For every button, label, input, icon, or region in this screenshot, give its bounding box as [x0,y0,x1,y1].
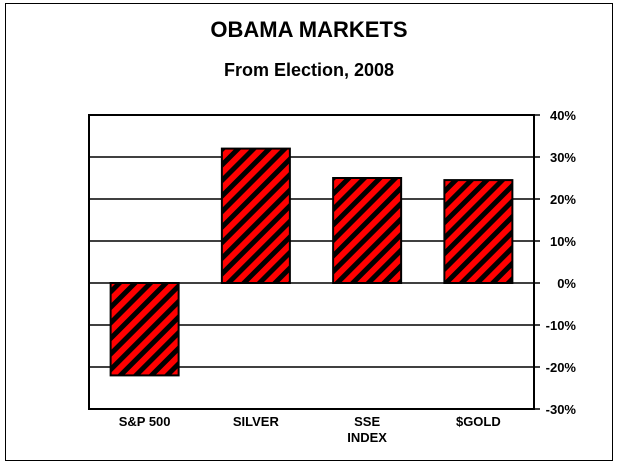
y-tick-label: 40% [550,108,576,123]
y-tick-label: 20% [550,192,576,207]
chart-subtitle: From Election, 2008 [224,60,394,80]
y-tick-label: -10% [546,318,577,333]
x-tick-label: INDEX [347,430,387,445]
bar [332,177,403,284]
x-tick-label: SILVER [233,414,280,429]
chart-frame: OBAMA MARKETS From Election, 2008 40% 30%… [5,3,613,461]
y-tick-label: -30% [546,402,577,417]
chart-title: OBAMA MARKETS [210,17,407,42]
bar [443,179,514,285]
bar-chart: OBAMA MARKETS From Election, 2008 40% 30%… [88,17,576,445]
y-tick-label: 0% [557,276,576,291]
bar [220,147,291,284]
y-tick-label: -20% [546,360,577,375]
y-tick-label: 10% [550,234,576,249]
bars [109,147,514,377]
y-axis: 40% 30% 20% 10% 0% -10% -20% -30% [534,108,576,417]
x-tick-label: S&P 500 [119,414,171,429]
y-tick-label: 30% [550,150,576,165]
bar [109,282,180,377]
x-tick-label: SSE [354,414,380,429]
x-tick-label: $GOLD [456,414,501,429]
